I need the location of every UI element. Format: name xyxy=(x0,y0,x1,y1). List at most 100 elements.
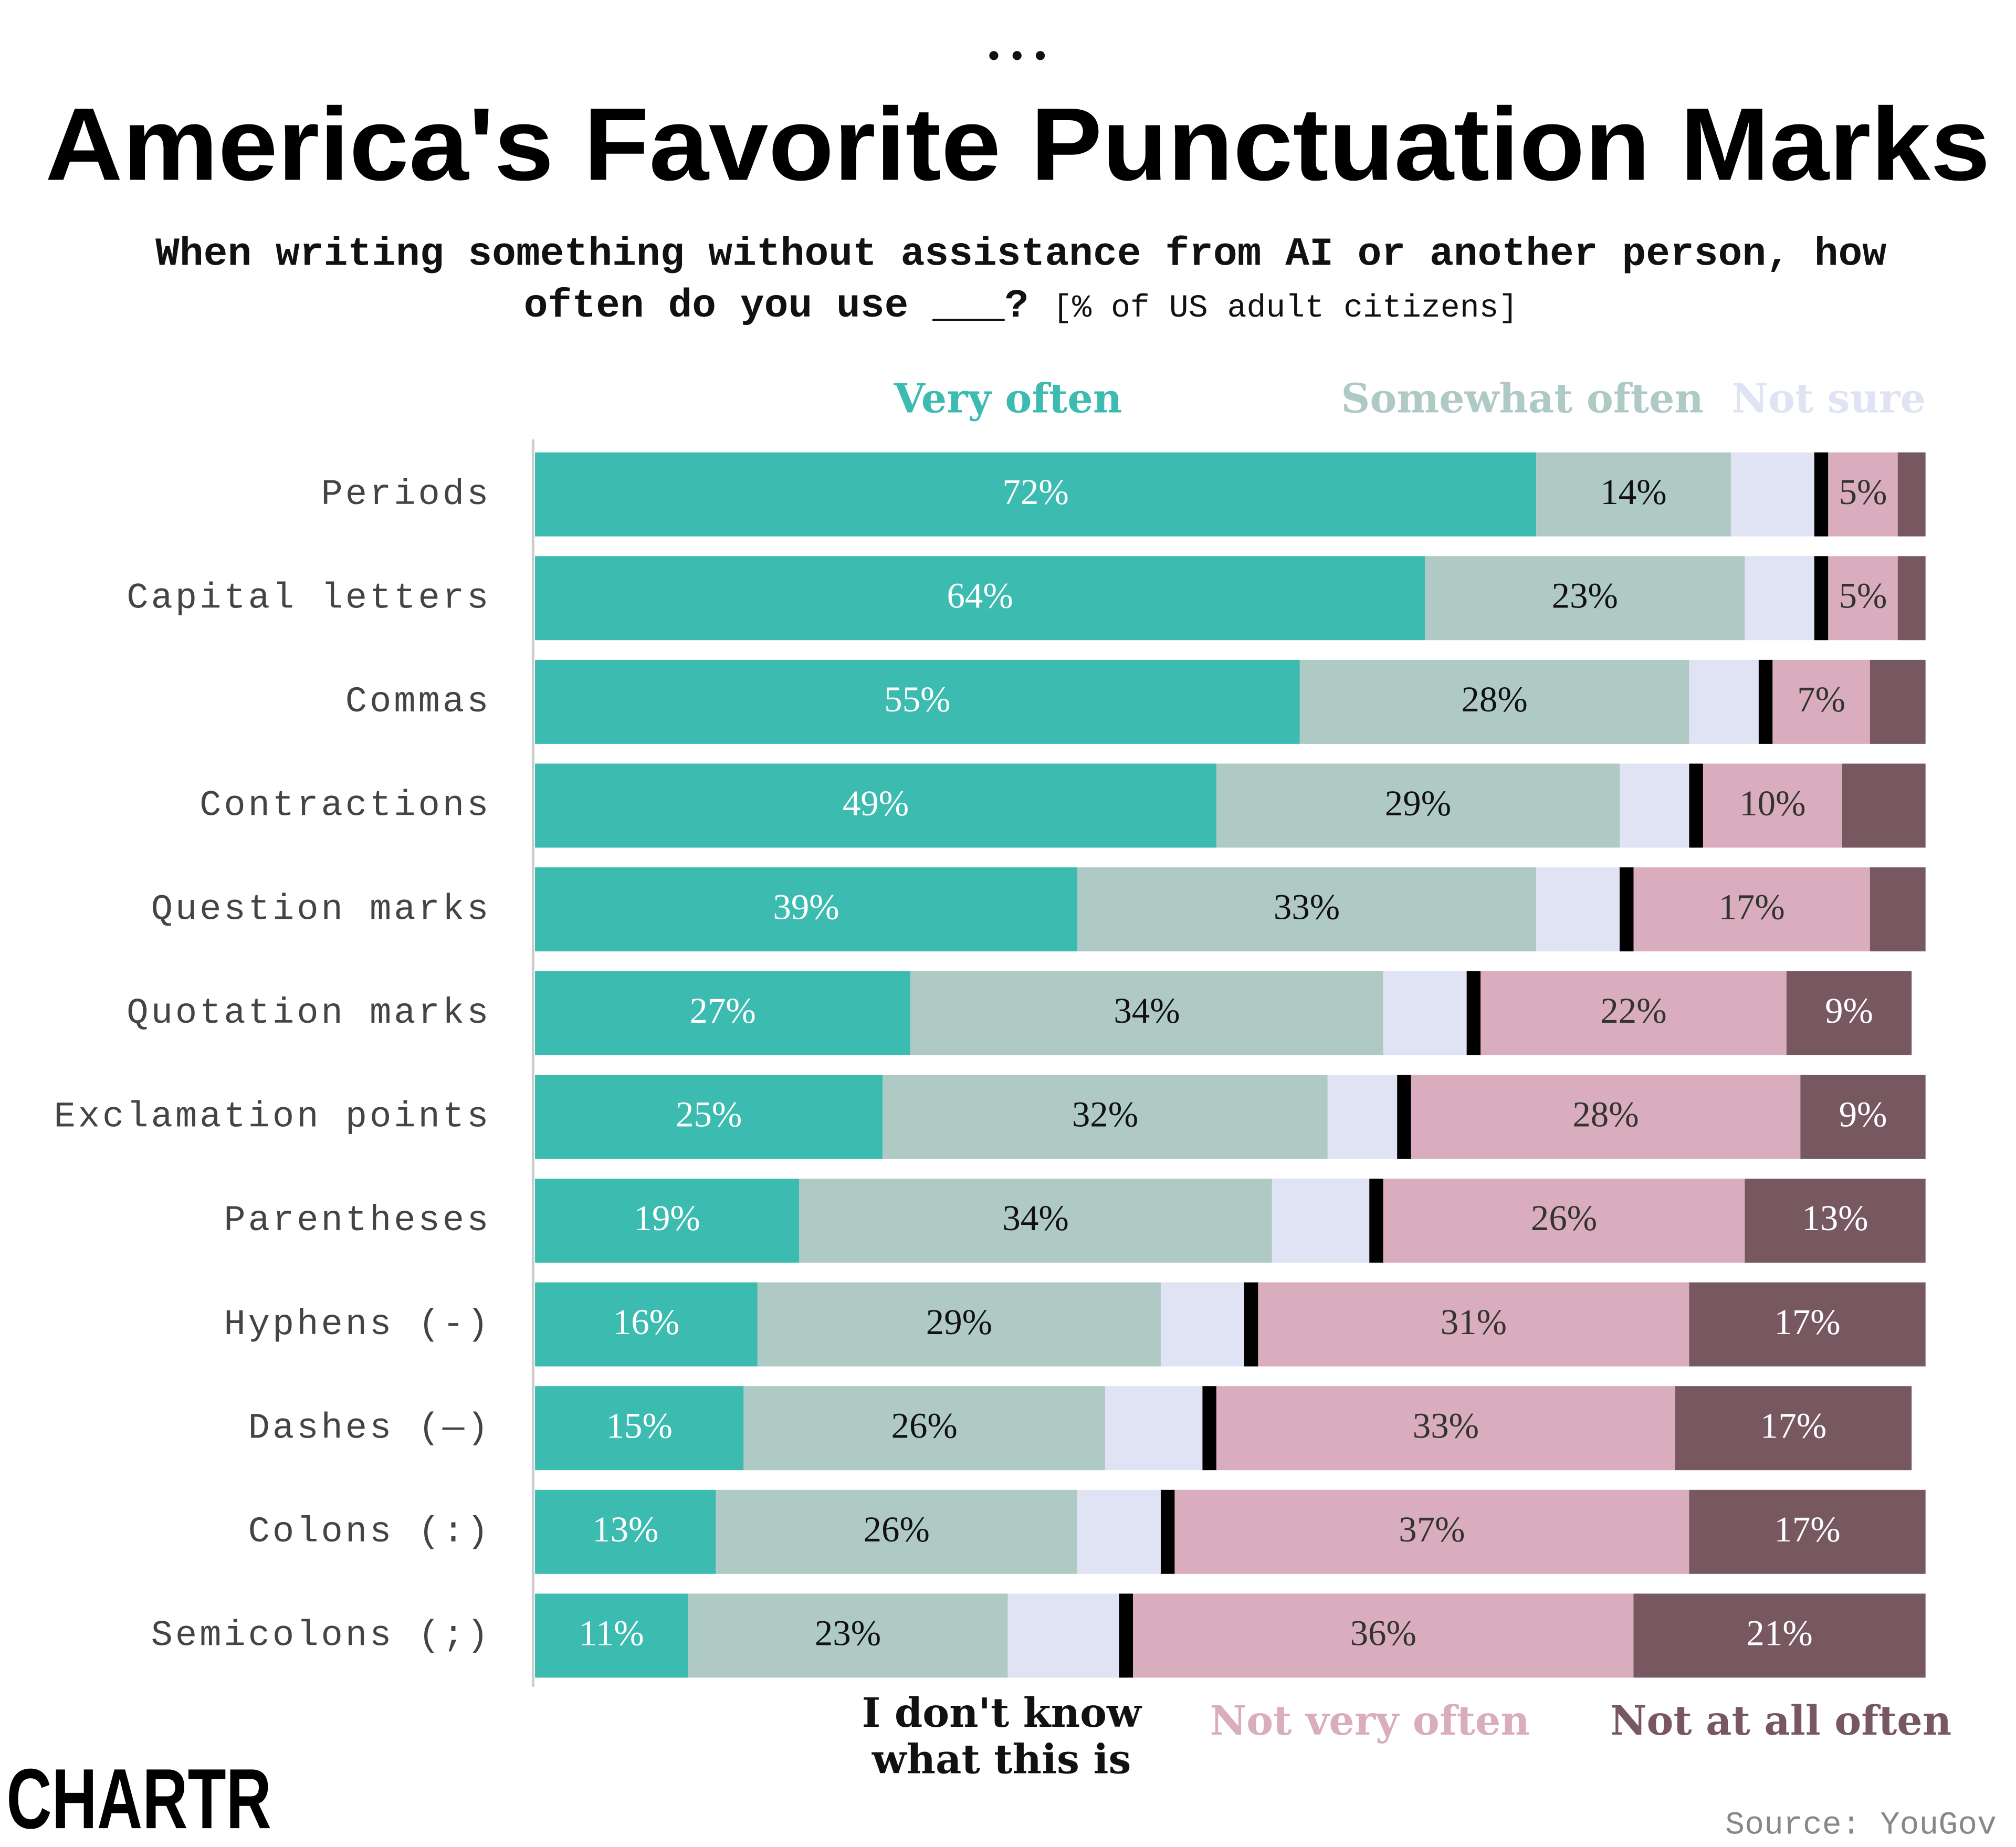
bar-segment xyxy=(1689,659,1759,744)
value-label: 28% xyxy=(1461,679,1527,719)
value-label: 33% xyxy=(1274,887,1340,927)
value-label: 55% xyxy=(884,679,950,719)
value-label: 9% xyxy=(1839,1095,1887,1135)
subtitle-wrap: When writing something without assistanc… xyxy=(103,230,1938,334)
bar-segment xyxy=(1870,867,1926,952)
bar-segment xyxy=(535,763,1216,848)
bar-segment xyxy=(1675,1386,1912,1471)
bar-segment xyxy=(1689,763,1703,848)
value-label: 26% xyxy=(1531,1198,1597,1238)
category-label: Commas xyxy=(345,681,491,722)
value-label: 17% xyxy=(1760,1405,1826,1445)
value-label: 39% xyxy=(773,887,839,927)
value-label: 29% xyxy=(1385,783,1451,823)
category-label: Semicolons (;) xyxy=(151,1615,491,1656)
bar-segment xyxy=(1480,971,1787,1055)
value-label: 17% xyxy=(1774,1509,1840,1549)
bar-segment xyxy=(535,971,911,1055)
bar-segment xyxy=(535,1386,744,1471)
bar-segment xyxy=(1174,1489,1689,1574)
bar-segment xyxy=(1411,1075,1801,1159)
menu-dots xyxy=(989,51,1045,60)
value-label: 19% xyxy=(634,1198,700,1238)
value-label: 7% xyxy=(1797,679,1845,719)
bar-segment xyxy=(535,867,1078,952)
bar-segment xyxy=(1689,1489,1926,1574)
bar-segment xyxy=(535,1489,716,1574)
bar-segment xyxy=(1007,1593,1119,1678)
bar-segment xyxy=(1870,659,1926,744)
value-label: 21% xyxy=(1746,1613,1812,1653)
bar-segment xyxy=(1897,452,1926,537)
bar-segment xyxy=(688,1593,1008,1678)
legend-label: Not at all often xyxy=(1610,1697,1952,1744)
category-label: Quotation marks xyxy=(127,993,491,1034)
bar-segment xyxy=(535,1075,883,1159)
value-label: 32% xyxy=(1072,1095,1138,1135)
bar-segment xyxy=(1758,659,1773,744)
bar-segment xyxy=(757,1282,1161,1367)
bar-segment xyxy=(1619,867,1634,952)
bar-segment xyxy=(1745,556,1814,641)
value-label: 37% xyxy=(1399,1509,1465,1549)
bar-segment xyxy=(1160,1489,1175,1574)
value-label: 15% xyxy=(606,1405,673,1445)
value-label: 23% xyxy=(815,1613,881,1653)
value-label: 34% xyxy=(1002,1198,1068,1238)
value-label: 72% xyxy=(1002,472,1068,512)
bar-segment xyxy=(1077,1489,1161,1574)
bar-segment xyxy=(1466,971,1481,1055)
legend-label: Not sure xyxy=(1731,375,1926,422)
value-label: 26% xyxy=(891,1405,958,1445)
value-label: 16% xyxy=(613,1302,679,1342)
value-label: 13% xyxy=(592,1509,658,1549)
value-label: 33% xyxy=(1413,1405,1479,1445)
bar-segment xyxy=(716,1489,1078,1574)
subtitle-box: When writing something without assistanc… xyxy=(103,230,1938,334)
chart-title: America's Favorite Punctuation Marks xyxy=(45,87,1990,202)
category-label: Contractions xyxy=(200,785,491,826)
bar-segment xyxy=(1772,659,1870,744)
bar-segment xyxy=(1327,1075,1398,1159)
bar-segment xyxy=(1299,659,1689,744)
bar-segment xyxy=(1216,763,1620,848)
value-label: 64% xyxy=(947,576,1013,616)
bar-segment xyxy=(743,1386,1106,1471)
bar-segment xyxy=(1786,971,1912,1055)
subtitle-unit: [% of US adult citizens] xyxy=(1053,289,1518,327)
bar-segment xyxy=(1536,452,1731,537)
value-label: 5% xyxy=(1839,472,1887,512)
category-label: Exclamation points xyxy=(54,1097,491,1138)
bar-segment xyxy=(1383,971,1467,1055)
bar-segment xyxy=(799,1178,1272,1263)
value-label: 14% xyxy=(1600,472,1666,512)
value-label: 27% xyxy=(689,991,755,1031)
bar-segment xyxy=(535,1178,800,1263)
bar-segment xyxy=(1689,1282,1926,1367)
value-label: 26% xyxy=(864,1509,930,1549)
value-label: 17% xyxy=(1718,887,1784,927)
bar-segment xyxy=(1160,1282,1244,1367)
value-label: 10% xyxy=(1739,783,1805,823)
bar-segment xyxy=(1258,1282,1689,1367)
bar-segment xyxy=(910,971,1383,1055)
subtitle: When writing something without assistanc… xyxy=(155,233,1887,330)
bar-segment xyxy=(535,452,1537,537)
bar-segment xyxy=(1077,867,1537,952)
value-label: 34% xyxy=(1114,991,1180,1031)
bar-segment xyxy=(1105,1386,1203,1471)
legend-label: I don't know what this is xyxy=(862,1691,1141,1784)
bar-segment xyxy=(1619,763,1689,848)
value-label: 29% xyxy=(926,1302,992,1342)
bar-segment xyxy=(535,556,1425,641)
bar-segment xyxy=(1202,1386,1216,1471)
legend-label: Somewhat often xyxy=(1341,375,1704,422)
bar-segment xyxy=(1633,867,1870,952)
bar-segment xyxy=(1828,452,1898,537)
bar-segment xyxy=(1369,1178,1383,1263)
bar-segment xyxy=(1383,1178,1745,1263)
bar-segment xyxy=(1536,867,1620,952)
category-label: Colons (:) xyxy=(248,1512,491,1552)
